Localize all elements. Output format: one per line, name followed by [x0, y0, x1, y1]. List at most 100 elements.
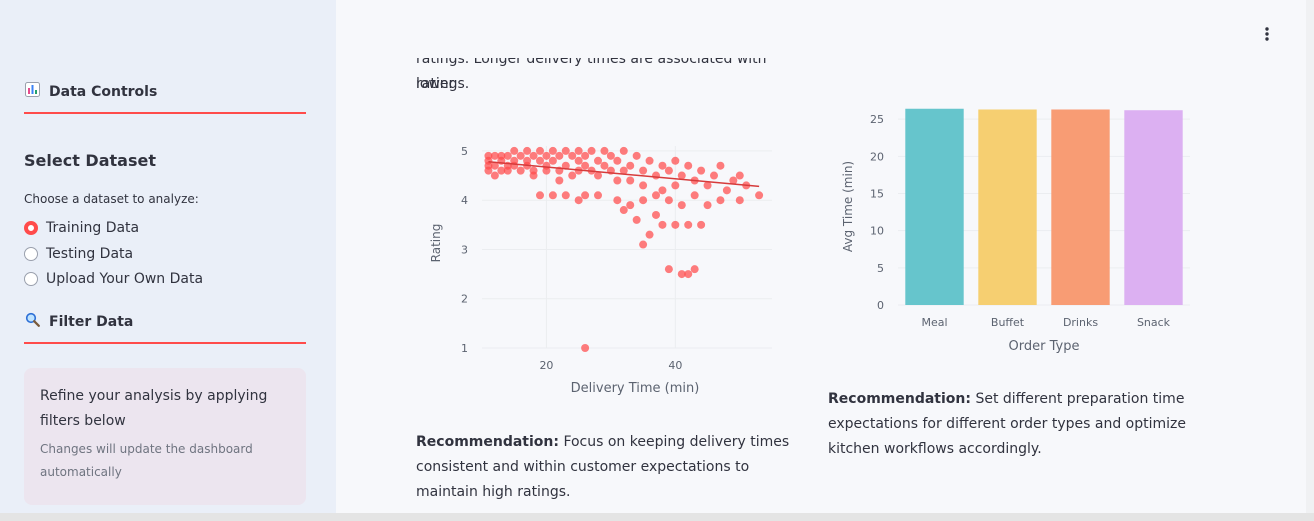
scatter-point: [755, 191, 764, 200]
scatter-point: [652, 191, 660, 200]
scatter-point: [542, 166, 551, 175]
scatter-point: [619, 166, 628, 175]
x-axis-title: Delivery Time (min): [571, 381, 700, 396]
scatter-point: [548, 146, 557, 155]
scatter-point: [645, 230, 654, 239]
bar-buffet: [978, 109, 1037, 306]
scatter-point: [548, 156, 557, 165]
scatter-point: [632, 215, 641, 224]
scatter-point: [484, 166, 493, 175]
y-tick-label: 1: [461, 342, 468, 355]
scatter-point: [542, 151, 551, 160]
scatter-point: [664, 265, 673, 274]
scatter-point: [490, 171, 499, 180]
scatter-point: [568, 151, 577, 160]
scatter-point: [594, 191, 602, 200]
sidebar: Data Controls Select Dataset Choose a da…: [0, 0, 336, 513]
scatter-point: [645, 156, 654, 165]
y-tick-label: 5: [461, 145, 468, 158]
scatter-point: [664, 166, 673, 175]
magnifier-icon: [24, 312, 41, 331]
scatter-point: [671, 156, 680, 165]
data-controls-label: Data Controls: [49, 83, 158, 100]
scatter-point: [548, 191, 557, 200]
y-tick-label: 20: [870, 150, 884, 163]
scatter-point: [536, 191, 544, 200]
scatter-point: [516, 151, 525, 160]
x-axis-title: Order Type: [1009, 339, 1080, 354]
y-tick-label: 10: [870, 225, 884, 238]
dataset-prompt: Choose a dataset to analyze:: [24, 192, 199, 206]
intro-text-line1: ratings. Longer delivery times are assoc…: [416, 51, 767, 92]
scatter-point: [703, 201, 712, 210]
scatter-point: [581, 161, 590, 170]
scatter-point: [536, 156, 544, 165]
radio-label: Training Data: [46, 220, 140, 236]
bar-chart-icon: [24, 82, 41, 101]
scatter-point: [555, 176, 564, 185]
scatter-point: [684, 220, 693, 229]
scatter-point: [716, 161, 725, 170]
radio-training-data[interactable]: Training Data: [24, 220, 139, 236]
filter-data-label: Filter Data: [49, 313, 134, 330]
x-tick-label: 40: [668, 359, 682, 372]
y-tick-label: 5: [877, 262, 884, 275]
y-axis-title: Avg Time (min): [841, 161, 855, 252]
scatter-chart: 1 2 3 4 5 20 40 Delivery Time (min) Rating: [429, 145, 772, 396]
scatter-point: [639, 181, 648, 190]
scatter-point: [658, 220, 667, 229]
filter-info-box: Refine your analysis by applying filters…: [24, 368, 306, 505]
scatter-point: [561, 161, 570, 170]
scatter-point: [735, 171, 744, 180]
bar-snack: [1124, 110, 1183, 305]
scatter-point: [619, 206, 628, 215]
scatter-point: [671, 181, 680, 190]
scatter-point: [671, 220, 680, 229]
scatter-point: [690, 265, 699, 274]
scatter-point: [626, 161, 635, 170]
scatter-point: [639, 240, 648, 249]
scatter-point: [722, 186, 731, 195]
scatter-point: [529, 171, 538, 180]
bar-chart: 0 5 10 15 20 25 Meal Buffet Drinks Snack Order Typ…: [841, 108, 1190, 354]
radio-testing-data[interactable]: Testing Data: [24, 246, 133, 262]
bar-drinks: [1051, 109, 1110, 306]
scatter-point: [497, 166, 506, 175]
scatter-point: [652, 171, 660, 180]
scatter-point: [594, 171, 602, 180]
x-tick-label: Buffet: [991, 316, 1025, 329]
scatter-point: [594, 156, 602, 165]
scatter-point: [690, 191, 699, 200]
scatter-point: [729, 176, 738, 185]
scatter-point: [581, 344, 590, 352]
vertical-dots-icon[interactable]: [1264, 26, 1270, 47]
data-controls-header: Data Controls: [24, 82, 306, 101]
scatter-point: [600, 146, 609, 155]
data-controls-divider: [24, 112, 306, 114]
radio-selected-icon[interactable]: [24, 221, 38, 235]
bar-meal: [905, 108, 964, 305]
x-tick-label: Drinks: [1063, 316, 1098, 329]
scatter-point: [684, 270, 693, 279]
scatter-point: [606, 151, 615, 160]
radio-unselected-icon[interactable]: [24, 272, 38, 286]
scatter-point: [613, 196, 622, 205]
scatter-point: [555, 151, 564, 160]
recommendation-delivery: Recommendation: Focus on keeping deliver…: [416, 430, 802, 505]
filter-data-divider: [24, 342, 306, 344]
select-dataset-title: Select Dataset: [24, 151, 156, 170]
scrollbar[interactable]: [1306, 0, 1314, 513]
scatter-point: [581, 151, 590, 160]
radio-upload-data[interactable]: Upload Your Own Data: [24, 271, 203, 287]
scatter-point: [574, 146, 583, 155]
scatter-point: [581, 191, 590, 200]
radio-label: Testing Data: [46, 246, 134, 262]
scatter-point: [574, 196, 583, 205]
scatter-point: [561, 191, 570, 200]
filter-data-header: Filter Data: [24, 312, 306, 331]
radio-unselected-icon[interactable]: [24, 247, 38, 261]
recommendation-label: Recommendation:: [828, 391, 971, 407]
scatter-point: [510, 161, 519, 170]
filter-info-text: Refine your analysis by applying filters…: [40, 388, 268, 429]
x-tick-label: Snack: [1137, 316, 1171, 329]
